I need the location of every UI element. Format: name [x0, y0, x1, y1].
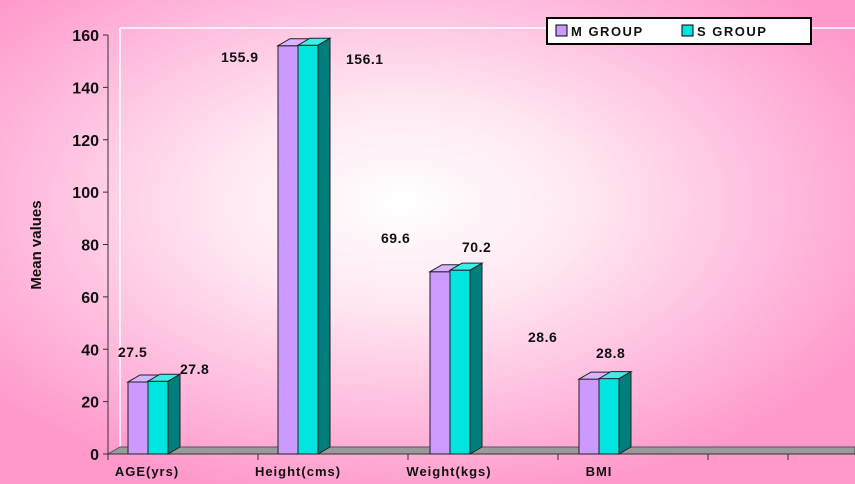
- data-label: 156.1: [346, 51, 384, 67]
- chart-floor: [106, 446, 855, 455]
- bar-front: [127, 381, 149, 455]
- bar-side: [167, 373, 181, 455]
- bar: [597, 370, 633, 455]
- x-category-label: Weight(kgs): [406, 464, 491, 479]
- x-category-label: BMI: [586, 464, 613, 479]
- legend-box: [546, 17, 812, 45]
- data-label: 27.5: [118, 344, 147, 360]
- bar-top: [296, 37, 332, 46]
- data-label: 28.8: [596, 345, 625, 361]
- bar-front: [449, 269, 471, 455]
- legend-label: S GROUP: [697, 24, 767, 39]
- data-label: 70.2: [462, 239, 491, 255]
- legend-swatch: [681, 24, 694, 37]
- data-label: 155.9: [221, 49, 259, 65]
- bar-side: [469, 262, 483, 455]
- legend: M GROUP S GROUP: [546, 17, 812, 45]
- x-category-label: AGE(yrs): [115, 464, 179, 479]
- data-label: 69.6: [381, 230, 410, 246]
- y-tick-label: 120: [72, 133, 99, 150]
- bar-side: [618, 370, 632, 455]
- bar: [296, 37, 332, 455]
- bar-front: [297, 44, 319, 455]
- bar-front: [277, 45, 299, 455]
- y-tick-label: 100: [72, 185, 99, 202]
- y-tick-label: 0: [90, 447, 99, 464]
- y-tick-label: 20: [81, 395, 99, 412]
- bar-front: [578, 378, 600, 455]
- y-tick-label: 160: [72, 28, 99, 45]
- bar-front: [147, 380, 169, 455]
- y-tick-label: 140: [72, 80, 99, 97]
- y-tick-label: 40: [81, 342, 99, 359]
- bar-top: [597, 371, 633, 380]
- bar-front: [429, 271, 451, 455]
- bar-top: [146, 373, 182, 382]
- bar-front: [598, 378, 620, 455]
- x-category-label: Height(cms): [255, 464, 341, 479]
- bar: [146, 373, 182, 455]
- y-axis-label: Mean values: [28, 200, 45, 289]
- bar-side: [317, 37, 331, 455]
- bar: [448, 262, 484, 455]
- y-tick-label: 80: [81, 238, 99, 255]
- legend-label: M GROUP: [571, 24, 644, 39]
- y-tick-label: 60: [81, 290, 99, 307]
- legend-swatch: [555, 24, 568, 37]
- bar-top: [448, 262, 484, 271]
- data-label: 27.8: [180, 361, 209, 377]
- data-label: 28.6: [528, 329, 557, 345]
